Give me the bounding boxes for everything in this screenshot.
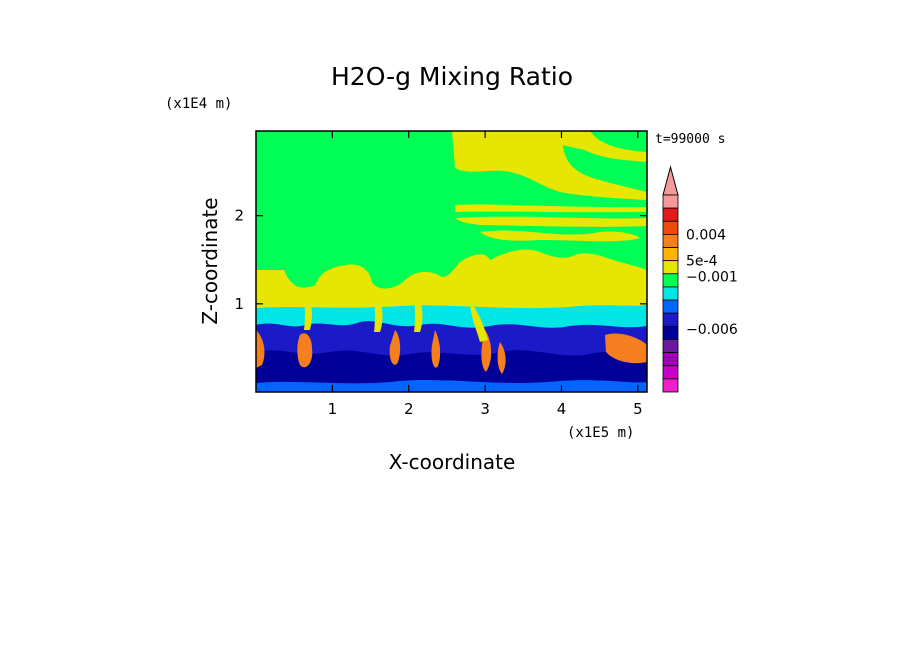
boundary-layer-dark <box>256 350 647 392</box>
x-scale-label: (x1E5 m) <box>567 425 634 441</box>
colorbar-label: 0.004 <box>686 227 726 243</box>
colorbar-label: −0.006 <box>686 322 738 338</box>
x-axis-title: X-coordinate <box>389 450 516 474</box>
colorbar-swatch <box>662 220 679 235</box>
moist-plumes <box>256 249 647 310</box>
y-tick-label: 2 <box>234 207 244 225</box>
colorbar-swatch <box>662 233 679 248</box>
x-tick-label: 4 <box>557 400 567 418</box>
x-tick-label: 3 <box>480 400 490 418</box>
colorbar-swatch <box>662 352 679 367</box>
x-tick-label: 5 <box>633 400 643 418</box>
colorbar-swatch <box>662 312 679 327</box>
x-tick-label: 2 <box>404 400 414 418</box>
x-tick-label: 1 <box>328 400 338 418</box>
y-axis-title: Z-coordinate <box>198 197 222 324</box>
colorbar-swatch <box>662 273 679 288</box>
x-axis-ticks: 1 2 3 4 5 <box>328 131 643 418</box>
colorbar-extend-arrow <box>662 165 679 196</box>
y-scale-label: (x1E4 m) <box>165 96 232 112</box>
plot-frame <box>255 130 648 393</box>
colorbar-swatch <box>662 247 679 262</box>
colorbar-swatch <box>662 207 679 222</box>
colorbar-swatch <box>662 325 679 340</box>
colorbar-label: −0.001 <box>686 269 738 285</box>
y-tick-label: 1 <box>234 295 244 313</box>
colorbar-swatch <box>662 339 679 354</box>
y-axis-ticks: 12 <box>234 207 647 313</box>
colorbar-swatch <box>662 378 679 393</box>
chart-title: H2O-g Mixing Ratio <box>331 62 573 91</box>
contour-field <box>256 131 647 392</box>
colorbar-swatch <box>662 286 679 301</box>
colorbar-label: 5e-4 <box>686 254 718 270</box>
colorbar-swatch <box>662 194 679 209</box>
plume-stalks <box>304 285 488 342</box>
upper-bands <box>452 131 647 242</box>
time-label: t=99000 s <box>655 132 725 147</box>
colorbar-swatch <box>662 260 679 275</box>
colorbar-swatch <box>662 365 679 380</box>
colorbar-swatch <box>662 299 679 314</box>
colorbar: 0.004 5e-4−0.001 −0.006 <box>662 165 738 393</box>
